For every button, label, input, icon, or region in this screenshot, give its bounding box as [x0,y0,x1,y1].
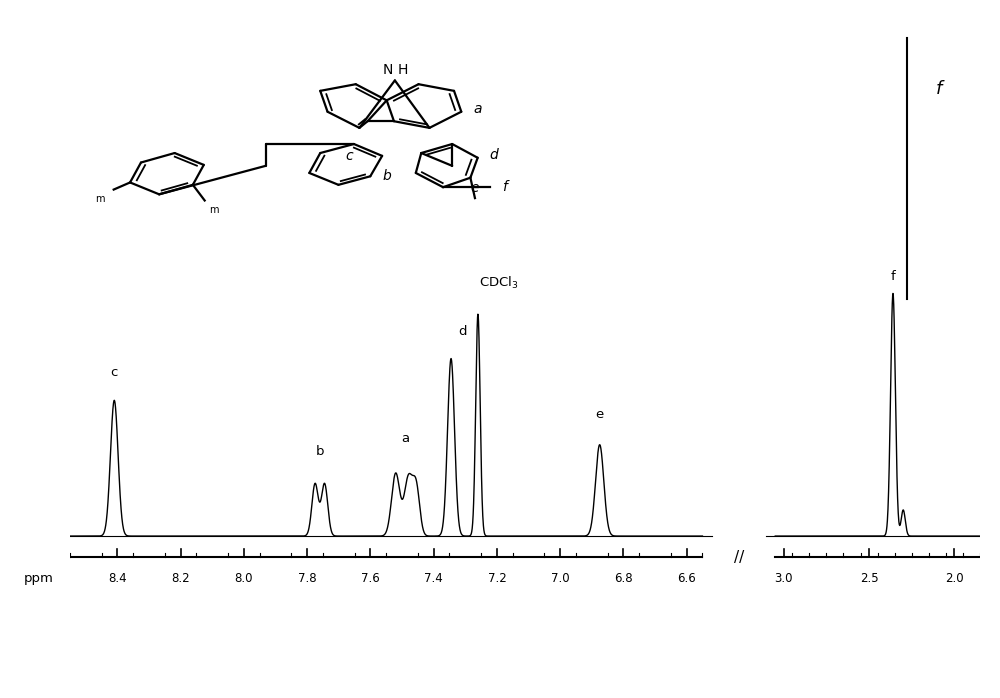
Text: e: e [596,408,604,421]
Text: ppm: ppm [24,572,54,585]
Text: 7.4: 7.4 [424,572,443,585]
Text: //: // [734,550,744,565]
Text: d: d [458,325,466,338]
Text: 7.0: 7.0 [551,572,569,585]
Text: 6.8: 6.8 [614,572,633,585]
Text: 8.4: 8.4 [108,572,127,585]
Text: H: H [398,63,408,77]
Text: b: b [316,445,324,458]
Text: 2.5: 2.5 [860,572,878,585]
Text: 7.8: 7.8 [298,572,316,585]
Text: d: d [490,149,498,163]
Text: b: b [382,170,391,184]
Text: c: c [111,366,118,380]
Text: 8.0: 8.0 [235,572,253,585]
Text: 2.0: 2.0 [945,572,964,585]
Text: 8.2: 8.2 [171,572,190,585]
Text: f: f [891,270,895,283]
Text: a: a [473,103,482,117]
Text: 6.6: 6.6 [677,572,696,585]
Text: 7.2: 7.2 [488,572,506,585]
Text: f: f [936,80,942,98]
Text: N: N [383,63,393,77]
Text: c: c [346,149,353,163]
Text: 3.0: 3.0 [775,572,793,585]
Text: CDCl$_3$: CDCl$_3$ [479,274,518,290]
Text: f: f [503,180,507,194]
Text: e: e [471,181,479,195]
Text: m: m [209,205,219,215]
Text: a: a [401,431,409,445]
Text: 7.6: 7.6 [361,572,380,585]
Text: m: m [95,194,105,205]
